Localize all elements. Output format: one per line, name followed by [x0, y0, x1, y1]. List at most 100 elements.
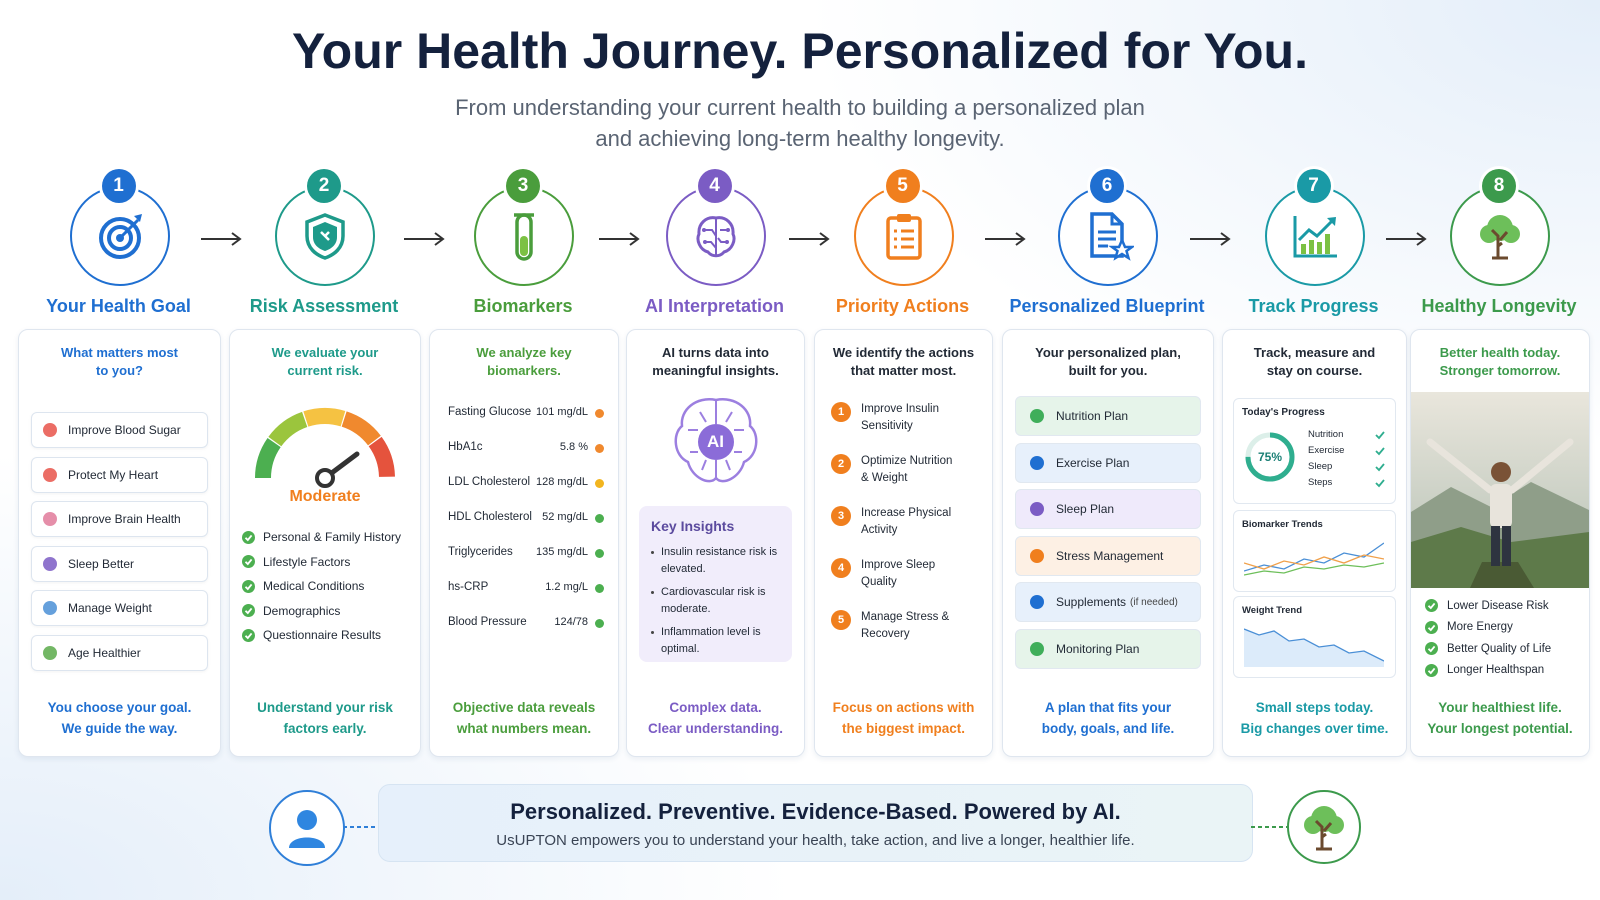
graphic — [1030, 548, 1044, 563]
graphic — [1425, 642, 1438, 655]
footer-line: Clear understanding. — [647, 721, 784, 736]
action-text: Increase Physical Activity — [861, 507, 952, 536]
graphic — [1244, 629, 1384, 667]
check-icon — [1425, 599, 1438, 612]
insight-text: Insulin resistance risk is elevated. — [661, 546, 778, 575]
goal-icon — [43, 512, 57, 526]
graphic — [297, 810, 317, 830]
footer-line: the biggest impact. — [841, 721, 966, 736]
person-glyph — [289, 810, 325, 848]
graphic — [1425, 620, 1438, 634]
graphic — [1427, 624, 1436, 631]
outcome-item: Better Quality of Life — [1425, 642, 1551, 655]
graphic — [244, 607, 253, 615]
graphic — [1015, 232, 1026, 246]
goal-label: Improve Brain Health — [68, 512, 181, 526]
step-title: Your Health Goal — [46, 296, 191, 316]
graphic — [724, 240, 729, 244]
trend-chart — [1244, 628, 1384, 667]
step-card: Better health today. Stronger tomorrow. Yo… — [1410, 329, 1590, 757]
graphic — [1416, 232, 1427, 246]
plan-icon — [1030, 455, 1044, 470]
status-dot — [595, 619, 604, 628]
graphic — [303, 408, 346, 427]
graphic — [242, 530, 255, 544]
heading-line: that matter most. — [850, 363, 957, 378]
plan-icon — [1030, 409, 1044, 423]
status-dot — [595, 444, 604, 453]
check-icon — [1425, 620, 1438, 634]
goal-label: Protect My Heart — [68, 467, 159, 482]
plan-icon — [1030, 641, 1044, 656]
graphic — [244, 632, 253, 639]
card-footer: You choose your goal. We guide the way. — [21, 697, 218, 739]
action-number: 5 — [831, 610, 851, 630]
bullet — [651, 591, 654, 594]
graphic — [1030, 502, 1044, 516]
arrow — [598, 232, 640, 246]
graphic — [1030, 409, 1044, 423]
status-dot — [595, 514, 604, 523]
step-card: We evaluate your current risk. Understand … — [229, 329, 421, 757]
outcome-item: More Energy — [1425, 620, 1513, 634]
card-heading: Track, measure and stay on course. — [1227, 344, 1402, 380]
graphic — [1425, 663, 1438, 677]
graphic — [703, 219, 728, 255]
graphic — [1425, 599, 1438, 612]
longevity-photo — [1411, 392, 1589, 588]
progress-check — [1375, 479, 1385, 488]
goal-icon — [43, 467, 57, 482]
graphic — [893, 229, 914, 249]
outcome-label: Lower Disease Risk — [1447, 599, 1549, 612]
plan-item: Exercise Plan — [1015, 442, 1201, 483]
check-label: Medical Conditions — [263, 579, 365, 593]
plan-item: Sleep Plan — [1015, 489, 1201, 529]
graphic — [118, 218, 139, 240]
graphic — [629, 232, 640, 246]
check-label: Questionnaire Results — [263, 628, 382, 642]
graphic — [1326, 816, 1344, 834]
check-label: Personal & Family History — [263, 530, 402, 544]
status-dot — [595, 584, 604, 593]
heading-line: We identify the actions — [832, 345, 975, 360]
plan-icon — [1030, 548, 1044, 563]
heading-line: Better health today. — [1439, 345, 1561, 360]
heading-line: biomarkers. — [487, 363, 561, 378]
step-card: Track, measure and stay on course. Small s… — [1222, 329, 1407, 757]
goal-icon — [43, 423, 57, 437]
step-card: We identify the actions that matter most.… — [814, 329, 993, 757]
graphic — [98, 217, 141, 259]
outcome-item: Lower Disease Risk — [1425, 599, 1549, 612]
check-icon — [242, 604, 255, 617]
progress-panel: Biomarker Trends — [1233, 510, 1396, 592]
outcome-item: Longer Healthspan — [1425, 663, 1544, 677]
step-number: 5 — [885, 169, 920, 203]
graphic — [1427, 602, 1436, 610]
tree-glyph — [1304, 806, 1344, 851]
goal-item: Improve Blood Sugar — [31, 412, 208, 448]
graphic — [687, 400, 744, 478]
banner-title: Personalized. Preventive. Evidence-Based… — [510, 799, 1121, 824]
footer-line: A plan that fits your — [1044, 700, 1172, 715]
heading-line: What matters most — [60, 345, 179, 360]
step-number: 8 — [1482, 169, 1516, 203]
progress-check — [1375, 431, 1385, 440]
progress-ring — [1245, 432, 1295, 482]
tree-icon — [1287, 790, 1361, 864]
action-number: 2 — [831, 454, 851, 474]
graphic — [1375, 431, 1385, 440]
insights-box: Key Insights Insulin resistance risk is e… — [639, 506, 792, 662]
insight-item: Inflammation level is optimal. — [651, 624, 782, 658]
graphic — [697, 424, 734, 460]
check-icon — [242, 628, 255, 642]
biomarker-value: 128 mg/dL — [536, 476, 588, 488]
graphic — [1244, 562, 1384, 576]
plan-name: Stress Management — [1056, 548, 1164, 563]
footer-line: Big changes over time. — [1240, 721, 1389, 736]
card-footer: Objective data reveals what numbers mean. — [432, 697, 616, 739]
progress-item: Nutrition — [1308, 429, 1344, 440]
progress-panel: Today's Progress 75% Nutrition Exercise Slee… — [1233, 398, 1396, 504]
check-item: Medical Conditions — [242, 579, 364, 593]
insight-text: Cardiovascular risk is moderate. — [661, 586, 766, 615]
graphic — [231, 232, 242, 246]
